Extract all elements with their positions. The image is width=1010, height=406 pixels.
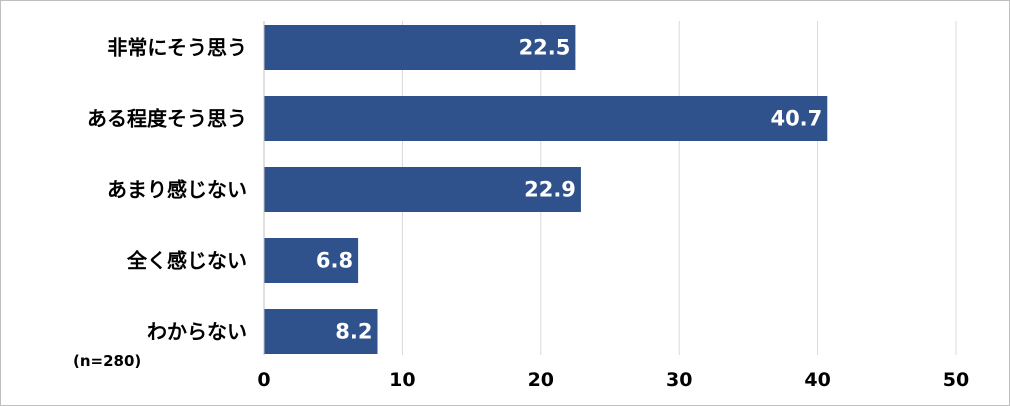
bar: [264, 25, 576, 70]
category-label: わからない: [147, 320, 247, 344]
bar-value-label: 6.8: [316, 249, 353, 273]
x-tick-label: 50: [943, 369, 969, 391]
bars: 22.5 40.7 22.9 6.8 8.2: [264, 25, 828, 354]
bar: [264, 238, 359, 283]
bar-value-label: 8.2: [335, 320, 372, 344]
x-tick-label: 40: [804, 369, 830, 391]
bar: [264, 96, 828, 141]
x-tick-label: 0: [257, 369, 270, 391]
category-label: あまり感じない: [107, 178, 247, 202]
category-label: ある程度そう思う: [87, 107, 247, 131]
bar: [264, 167, 581, 212]
category-label: 非常にそう思う: [107, 36, 247, 60]
bar-value-label: 22.5: [519, 36, 571, 60]
x-tick-label: 30: [666, 369, 692, 391]
category-label: 全く感じない: [126, 249, 247, 273]
x-tick-label: 20: [528, 369, 554, 391]
x-tick-label: 10: [389, 369, 415, 391]
bar-value-label: 22.9: [524, 178, 576, 202]
bar: [264, 309, 378, 354]
bar-value-label: 40.7: [770, 107, 822, 131]
x-tick-labels: 0 10 20 30 40 50: [257, 369, 969, 391]
sample-size-note: (n=280): [73, 352, 141, 370]
gridlines: [401, 21, 957, 355]
